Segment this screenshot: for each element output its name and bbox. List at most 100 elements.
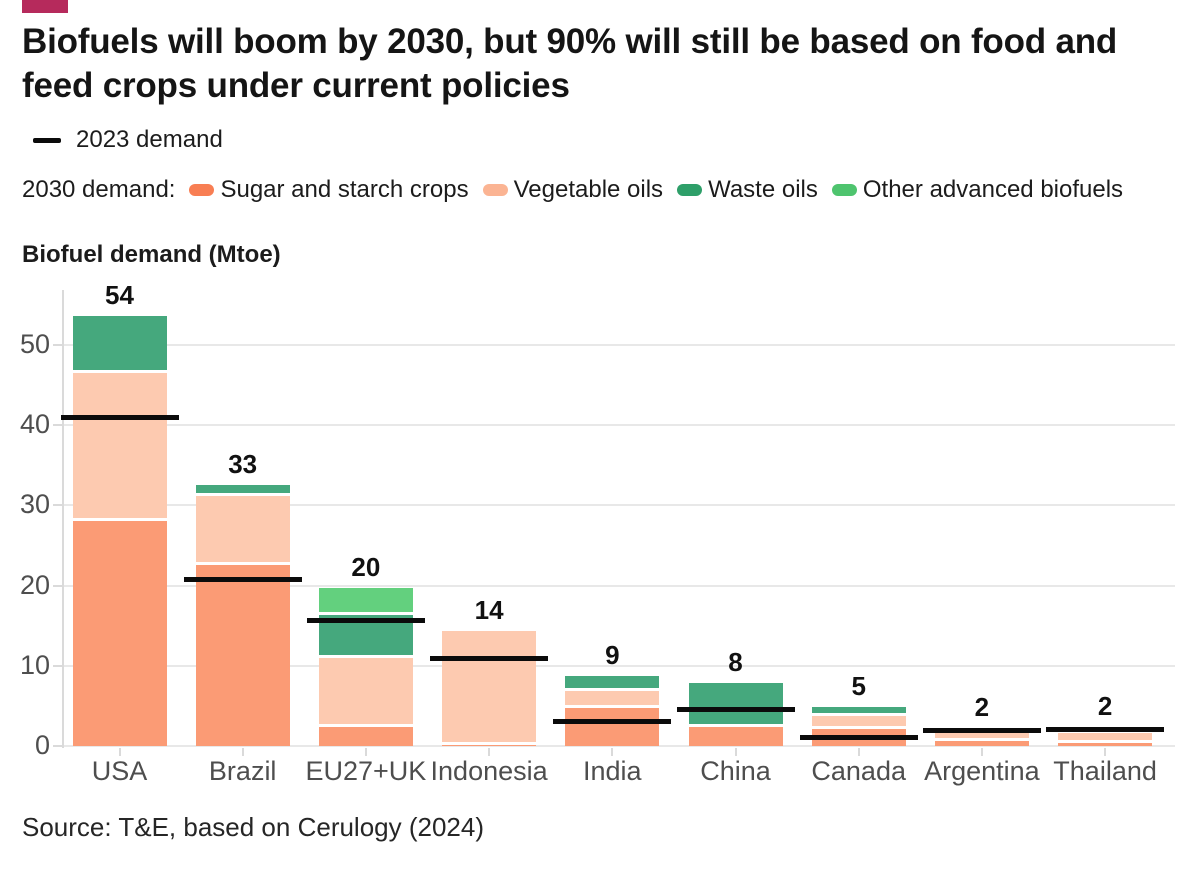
y-tick-label: 50 (19, 329, 50, 359)
chart-title-line-2: feed crops under current policies (22, 66, 570, 105)
bar-segment-vegetable-oils (72, 371, 167, 520)
waste-oils-swatch-icon (677, 184, 703, 196)
x-tick (857, 748, 860, 756)
bar-segment-waste-oils (72, 316, 167, 372)
legend-2030-prefix: 2030 demand: (22, 176, 176, 203)
segment-divider (442, 742, 537, 746)
demand-2023-line (183, 577, 302, 583)
bar-segment-vegetable-oils (811, 714, 906, 728)
segment-divider (811, 726, 906, 730)
y-axis-title: Biofuel demand (Mtoe) (22, 241, 281, 268)
bar-segment-waste-oils (565, 676, 660, 690)
bar-total-label: 2 (1097, 691, 1113, 722)
y-tick (53, 745, 62, 747)
other-advanced-swatch-icon (831, 184, 857, 196)
bar-segment-waste-oils (195, 485, 290, 495)
x-tick (611, 748, 614, 756)
x-tick-label: EU27+UK (305, 756, 427, 786)
bar-total-label: 2 (974, 692, 990, 723)
bar-segment-vegetable-oils (1058, 733, 1153, 742)
x-tick-label: Argentina (924, 756, 1040, 786)
y-gridline (62, 424, 1175, 427)
y-tick (53, 344, 62, 346)
segment-divider (72, 517, 167, 521)
y-tick (53, 664, 62, 667)
x-tick-label: Canada (811, 756, 906, 786)
bar-segment-vegetable-oils (442, 631, 537, 744)
legend-item-label: Vegetable oils (513, 176, 664, 203)
segment-divider (811, 713, 906, 717)
bar-segment-sugar-and-starch-crops (934, 739, 1029, 746)
y-tick-label: 30 (19, 489, 50, 520)
bar-segment-sugar-and-starch-crops (72, 519, 167, 746)
x-tick-label: USA (91, 756, 148, 786)
x-tick (734, 748, 737, 756)
segment-divider (195, 562, 290, 566)
legend-2023-label: 2023 demand (76, 126, 223, 153)
demand-2023-line (430, 656, 549, 662)
bar-segment-vegetable-oils (195, 494, 290, 564)
legend-item-sugar-and-starch-crops: Sugar and starch crops (189, 176, 469, 204)
x-tick (488, 748, 491, 756)
demand-2023-line (60, 414, 179, 420)
demand-2023-line (306, 618, 425, 624)
y-tick-label: 0 (34, 730, 50, 760)
x-tick-label: India (583, 756, 642, 786)
x-tick (364, 748, 367, 756)
y-tick-label: 40 (19, 409, 50, 440)
segment-divider (195, 493, 290, 497)
legend-2023-demand: 2023 demand (33, 126, 223, 154)
legend-item-other-advanced-biofuels: Other advanced biofuels (831, 176, 1123, 204)
line-swatch-icon (33, 137, 61, 143)
demand-2023-line (676, 707, 795, 713)
segment-divider (934, 738, 1029, 742)
bar-segment-vegetable-oils (565, 689, 660, 707)
segment-divider (565, 687, 660, 691)
x-tick-label: Indonesia (430, 756, 548, 786)
demand-2023-line (922, 728, 1041, 734)
x-tick-label: China (700, 756, 771, 786)
bar-segment-sugar-and-starch-crops (565, 706, 660, 746)
x-tick (241, 748, 244, 756)
y-gridline (62, 344, 1175, 346)
bar-segment-vegetable-oils (318, 656, 413, 726)
source-note: Source: T&E, based on Cerulogy (2024) (22, 812, 485, 842)
y-tick-label: 10 (19, 649, 50, 680)
demand-2023-line (553, 718, 672, 724)
bar-segment-other-advanced-biofuels (318, 588, 413, 614)
chart-title-line-1: Biofuels will boom by 2030, but 90% will… (22, 22, 1118, 61)
x-tick-label: Thailand (1053, 756, 1157, 786)
x-tick-label: Brazil (208, 756, 277, 786)
accent-bar (22, 0, 68, 13)
y-gridline (62, 745, 1175, 747)
bar-total-label: 8 (728, 647, 743, 678)
x-tick (980, 748, 983, 756)
segment-divider (72, 369, 167, 373)
bar-segment-waste-oils (688, 683, 783, 726)
bar-total-label: 5 (851, 670, 866, 701)
bar-segment-sugar-and-starch-crops (318, 725, 413, 746)
segment-divider (1058, 739, 1153, 743)
demand-2023-line (799, 734, 918, 740)
y-tick (53, 584, 62, 587)
segment-divider (318, 612, 413, 616)
segment-divider (565, 705, 660, 709)
x-tick (1104, 748, 1107, 756)
legend-item-label: Waste oils (708, 176, 818, 203)
bar-total-label: 9 (605, 640, 620, 671)
bar-total-label: 20 (351, 552, 381, 582)
sugar-starch-swatch-icon (189, 184, 215, 196)
y-axis-line (62, 290, 64, 748)
bar-total-label: 14 (474, 595, 504, 626)
bar-total-label: 33 (228, 449, 258, 480)
y-gridline (62, 664, 1175, 667)
y-gridline (62, 584, 1175, 587)
bar-segment-sugar-and-starch-crops (688, 725, 783, 746)
y-gridline (62, 504, 1175, 507)
y-tick (53, 424, 62, 427)
segment-divider (688, 723, 783, 727)
segment-divider (318, 655, 413, 659)
x-tick (118, 748, 121, 756)
bar-segment-waste-oils (811, 706, 906, 715)
